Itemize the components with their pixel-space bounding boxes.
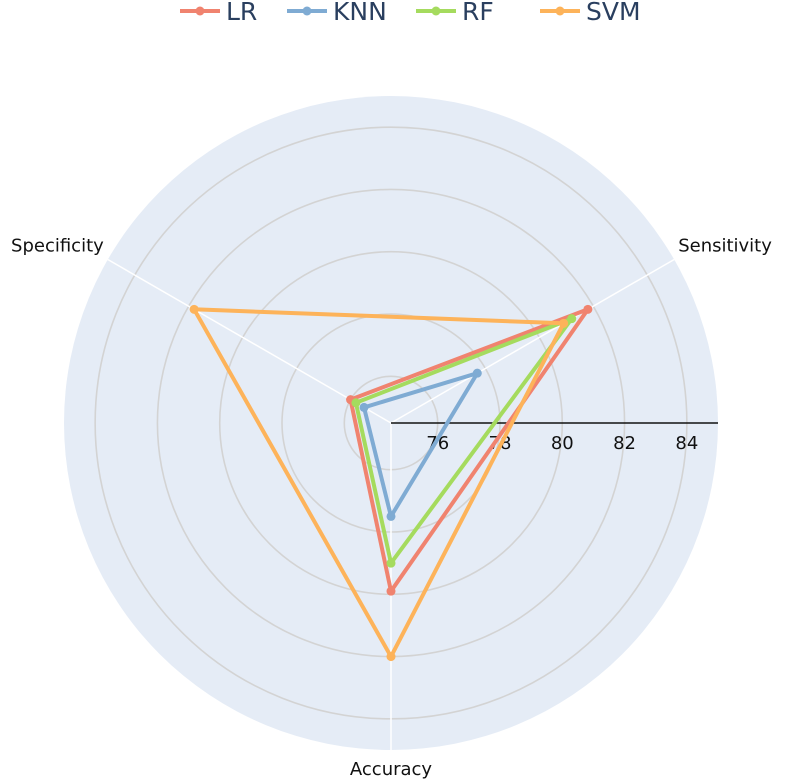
data-point bbox=[386, 586, 396, 596]
data-point bbox=[359, 402, 369, 412]
data-point bbox=[386, 652, 396, 662]
angular-axis-line bbox=[107, 258, 392, 424]
series-svm bbox=[189, 304, 569, 662]
data-point bbox=[559, 318, 569, 328]
legend-label: SVM bbox=[586, 0, 641, 26]
legend-swatch-marker bbox=[195, 6, 205, 16]
legend-item[interactable]: LR bbox=[180, 0, 257, 26]
legend-item[interactable]: SVM bbox=[540, 0, 641, 26]
series-line bbox=[362, 371, 480, 519]
data-point bbox=[386, 511, 396, 521]
data-point bbox=[386, 558, 396, 568]
data-point bbox=[351, 398, 361, 408]
legend-item[interactable]: KNN bbox=[287, 0, 387, 26]
data-point bbox=[567, 314, 577, 324]
legend-swatch-marker bbox=[555, 6, 565, 16]
angular-axis-line bbox=[390, 258, 675, 424]
data-point bbox=[583, 304, 593, 314]
data-point bbox=[472, 368, 482, 378]
series-line bbox=[348, 307, 590, 594]
series-line bbox=[192, 307, 566, 659]
axis-label-specificity: Specificity bbox=[11, 236, 104, 257]
legend-label: RF bbox=[462, 0, 494, 26]
radial-tick-label: 82 bbox=[613, 433, 636, 454]
radial-tick-label: 80 bbox=[551, 433, 574, 454]
axis-label-accuracy: Accuracy bbox=[350, 759, 433, 780]
series-knn bbox=[359, 368, 482, 521]
legend-swatch-marker bbox=[431, 6, 441, 16]
axis-label-sensitivity: Sensitivity bbox=[678, 236, 772, 257]
legend-swatch-marker bbox=[302, 6, 312, 16]
angular-axis-labels: Accuracy Sensitivity Specificity bbox=[11, 236, 772, 780]
legend-item[interactable]: RF bbox=[416, 0, 494, 26]
series-line bbox=[353, 316, 574, 566]
legend-label: KNN bbox=[333, 0, 387, 26]
legend-label: LR bbox=[226, 0, 257, 26]
legend: LR KNN RF SVM bbox=[180, 0, 641, 26]
series-rf bbox=[351, 314, 577, 568]
data-point bbox=[189, 304, 199, 314]
series-group bbox=[189, 304, 593, 662]
radial-tick-label: 84 bbox=[675, 433, 698, 454]
polar-plot: 76 78 80 82 84 AccuracySensitivitySpecificit… bbox=[11, 96, 772, 780]
